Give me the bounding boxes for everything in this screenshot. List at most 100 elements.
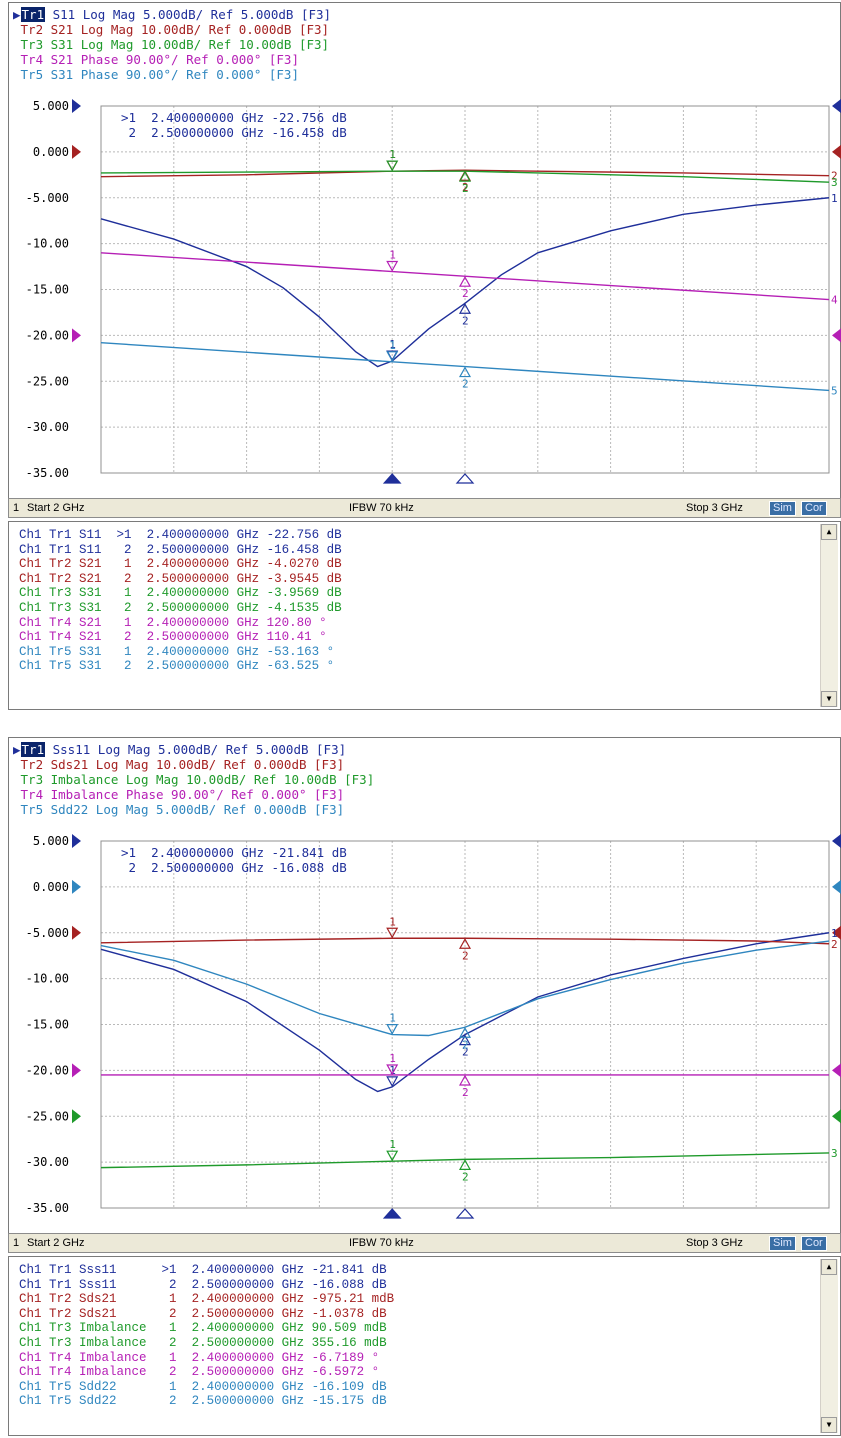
marker-1-triangle-icon[interactable] [386, 1023, 399, 1035]
marker-table-param: Sdd22 [79, 1394, 162, 1409]
reference-level-arrow-icon[interactable] [72, 1063, 81, 1078]
marker-2-triangle-icon[interactable] [458, 938, 472, 949]
marker-table-row[interactable]: Ch1 Tr4 Imbalance 2 2.500000000 GHz -6.5… [19, 1365, 394, 1380]
marker-table-value: -1.0378 dB [311, 1306, 387, 1321]
marker-1-triangle-icon[interactable] [386, 1076, 399, 1088]
trace-legend-item[interactable]: Tr5 Sdd22 Log Mag 5.000dB/ Ref 0.000dB [… [13, 802, 374, 817]
chart-window-2[interactable]: 5.000 0.000 -5.000 -10.00 -15.00 -20.00 -25.00… [8, 737, 841, 1234]
sim-button[interactable]: Sim [769, 1236, 796, 1251]
stop-frequency[interactable]: Stop 3 GHz [686, 502, 743, 514]
scrollbar[interactable]: ▲ ▼ [820, 524, 838, 707]
marker-2-triangle-icon[interactable] [458, 170, 472, 182]
trace-legend-item[interactable]: ▶Tr1 Sss11 Log Mag 5.000dB/ Ref 5.000dB … [13, 742, 374, 757]
marker-table-row[interactable]: Ch1 Tr1 Sss11 >1 2.400000000 GHz -21.841… [19, 1263, 394, 1278]
marker-table-row[interactable]: Ch1 Tr2 Sds21 2 2.500000000 GHz -1.0378 … [19, 1307, 394, 1322]
cor-button[interactable]: Cor [801, 1236, 827, 1251]
marker-table-row[interactable]: Ch1 Tr3 S31 1 2.400000000 GHz -3.9569 dB [19, 586, 342, 601]
reference-level-arrow-icon[interactable] [832, 144, 841, 159]
series-line-tr5[interactable] [100, 940, 830, 1037]
marker-table-row[interactable]: Ch1 Tr5 Sdd22 2 2.500000000 GHz -15.175 … [19, 1394, 394, 1409]
reference-level-arrow-icon[interactable] [72, 925, 81, 940]
marker-position-icon[interactable] [455, 473, 475, 484]
trace-legend-item[interactable]: Tr4 S21 Phase 90.00°/ Ref 0.000° [F3] [13, 52, 331, 67]
stop-frequency[interactable]: Stop 3 GHz [686, 1237, 743, 1249]
marker-2-triangle-icon[interactable] [458, 366, 472, 378]
reference-level-arrow-icon[interactable] [832, 834, 841, 848]
reference-level-arrow-icon[interactable] [72, 99, 81, 113]
scroll-up-arrow-icon[interactable]: ▲ [821, 1259, 837, 1275]
marker-table-row[interactable]: Ch1 Tr2 S21 2 2.500000000 GHz -3.9545 dB [19, 572, 342, 587]
marker-1-triangle-icon[interactable] [386, 927, 399, 939]
series-line-tr3[interactable] [100, 1152, 830, 1169]
reference-level-arrow-icon[interactable] [72, 328, 81, 343]
reference-level-arrow-icon[interactable] [72, 834, 81, 848]
marker-2-triangle-icon[interactable] [458, 275, 472, 287]
marker-2-triangle-icon[interactable] [458, 303, 472, 314]
marker-table-trace: Tr5 [49, 659, 80, 674]
trace-legend-item[interactable]: Tr2 Sds21 Log Mag 10.00dB/ Ref 0.000dB [… [13, 757, 374, 772]
marker-table-row[interactable]: Ch1 Tr3 Imbalance 2 2.500000000 GHz 355.… [19, 1336, 394, 1351]
reference-level-arrow-icon[interactable] [832, 1109, 841, 1124]
marker-2-triangle-icon[interactable] [458, 1027, 472, 1038]
marker-1-triangle-icon[interactable] [386, 260, 399, 272]
marker-table-row[interactable]: Ch1 Tr2 Sds21 1 2.400000000 GHz -975.21 … [19, 1292, 394, 1307]
start-frequency[interactable]: Start 2 GHz [27, 1237, 85, 1249]
scroll-up-arrow-icon[interactable]: ▲ [821, 524, 837, 540]
marker-2-triangle-icon[interactable] [458, 1159, 472, 1170]
trace-legend-item[interactable]: Tr5 S31 Phase 90.00°/ Ref 0.000° [F3] [13, 67, 331, 82]
scroll-down-arrow-icon[interactable]: ▼ [821, 691, 837, 707]
reference-level-arrow-icon[interactable] [72, 879, 81, 894]
marker-table-row[interactable]: Ch1 Tr1 S11 >1 2.400000000 GHz -22.756 d… [19, 528, 342, 543]
reference-level-arrow-icon[interactable] [832, 925, 841, 940]
trace-legend-item[interactable]: Tr3 Imbalance Log Mag 10.00dB/ Ref 10.00… [13, 772, 375, 787]
marker-table-row[interactable]: Ch1 Tr2 S21 1 2.400000000 GHz -4.0270 dB [19, 557, 342, 572]
marker-table-row[interactable]: Ch1 Tr1 S11 2 2.500000000 GHz -16.458 dB [19, 543, 342, 558]
marker-table-rows: Ch1 Tr1 Sss11 >1 2.400000000 GHz -21.841… [19, 1263, 394, 1409]
scroll-down-arrow-icon[interactable]: ▼ [821, 1417, 837, 1433]
series-line-tr1[interactable] [100, 197, 830, 368]
sim-button[interactable]: Sim [769, 501, 796, 516]
reference-level-arrow-icon[interactable] [72, 1109, 81, 1124]
marker-number: 1 [389, 249, 396, 262]
reference-level-arrow-icon[interactable] [832, 99, 841, 113]
marker-table-row[interactable]: Ch1 Tr4 Imbalance 1 2.400000000 GHz -6.7… [19, 1351, 394, 1366]
trace-legend-item[interactable]: ▶Tr1 S11 Log Mag 5.000dB/ Ref 5.000dB [F… [13, 7, 331, 22]
cor-button[interactable]: Cor [801, 501, 827, 516]
ifbw-label[interactable]: IFBW 70 kHz [349, 502, 414, 514]
trace-legend-item[interactable]: Tr3 S31 Log Mag 10.00dB/ Ref 10.00dB [F3… [13, 37, 331, 52]
marker-1-triangle-icon[interactable] [386, 160, 399, 172]
marker-table-row[interactable]: Ch1 Tr5 Sdd22 1 2.400000000 GHz -16.109 … [19, 1380, 394, 1395]
scrollbar[interactable]: ▲ ▼ [820, 1259, 838, 1433]
marker-table-row[interactable]: Ch1 Tr3 S31 2 2.500000000 GHz -4.1535 dB [19, 601, 342, 616]
reference-level-arrow-icon[interactable] [832, 328, 841, 343]
reference-level-arrow-icon[interactable] [72, 144, 81, 159]
marker-table-row[interactable]: Ch1 Tr1 Sss11 2 2.500000000 GHz -16.088 … [19, 1278, 394, 1293]
chart-window-1[interactable]: 5.000 0.000 -5.000 -10.00 -15.00 -20.00 -25.00… [8, 2, 841, 499]
reference-level-arrow-icon[interactable] [832, 1063, 841, 1078]
chart-svg-1[interactable]: 5.000 0.000 -5.000 -10.00 -15.00 -20.00 -25.00… [9, 3, 841, 500]
start-frequency[interactable]: Start 2 GHz [27, 502, 85, 514]
chart-svg-2[interactable]: 5.000 0.000 -5.000 -10.00 -15.00 -20.00 -25.00… [9, 738, 841, 1235]
marker-table-row[interactable]: Ch1 Tr4 S21 1 2.400000000 GHz 120.80 ° [19, 616, 342, 631]
marker-1-triangle-icon[interactable] [386, 351, 399, 363]
ifbw-label[interactable]: IFBW 70 kHz [349, 1237, 414, 1249]
trace-label: S31 Log Mag 10.00dB/ Ref 10.00dB [F3] [43, 37, 330, 52]
marker-2-triangle-icon[interactable] [458, 1074, 472, 1086]
active-marker-position-icon[interactable] [382, 473, 402, 484]
marker-2-triangle-icon[interactable] [458, 1034, 472, 1046]
marker-number: 1 [389, 1052, 396, 1065]
series-line-tr1[interactable] [100, 932, 830, 1093]
reference-level-arrow-icon[interactable] [832, 879, 841, 894]
active-marker-position-icon[interactable] [382, 1208, 402, 1219]
marker-table-row[interactable]: Ch1 Tr5 S31 1 2.400000000 GHz -53.163 ° [19, 645, 342, 660]
trace-legend-item[interactable]: Tr2 S21 Log Mag 10.00dB/ Ref 0.000dB [F3… [13, 22, 331, 37]
active-trace-arrow-icon: ▶ [13, 7, 21, 22]
marker-table-row[interactable]: Ch1 Tr5 S31 2 2.500000000 GHz -63.525 ° [19, 659, 342, 674]
marker-table-row[interactable]: Ch1 Tr4 S21 2 2.500000000 GHz 110.41 ° [19, 630, 342, 645]
trace-legend-item[interactable]: Tr4 Imbalance Phase 90.00°/ Ref 0.000° [… [13, 787, 374, 802]
marker-table-param: S21 [79, 571, 117, 586]
marker-1-triangle-icon[interactable] [386, 1064, 399, 1076]
marker-position-icon[interactable] [455, 1208, 475, 1219]
marker-1-triangle-icon[interactable] [386, 1150, 399, 1162]
marker-table-row[interactable]: Ch1 Tr3 Imbalance 1 2.400000000 GHz 90.5… [19, 1321, 394, 1336]
